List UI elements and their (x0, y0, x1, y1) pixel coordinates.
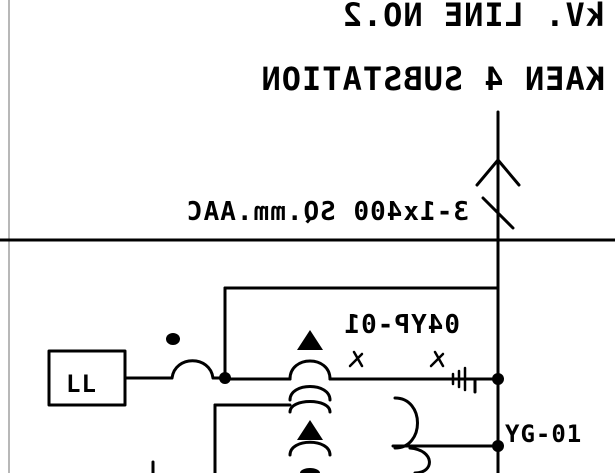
ct-upper-loop-3 (288, 400, 332, 414)
ct-upper-loop-2 (288, 385, 332, 402)
disconnector-arc (143, 359, 227, 380)
line-title: kV. LINE NO.2 (342, 0, 605, 34)
ct-lower-triangle (297, 420, 323, 440)
disconnector-knob (166, 333, 180, 345)
ct-upper-loop (288, 359, 332, 381)
relay-mark-1 (429, 350, 445, 368)
ct-lower-dot (300, 468, 320, 473)
ct-lower-loop (288, 440, 332, 457)
conductor-label: 3-1x400 SQ.mm.AAC (186, 197, 469, 227)
ll-box-label: LL (66, 370, 97, 398)
relay-tag-bottom: YG-01 (505, 420, 582, 448)
substation-title: KAEN 4 SUBSTATION (260, 60, 605, 98)
relay-tag-top: 04YP-01 (343, 310, 460, 340)
conductor-slash (481, 196, 515, 230)
ct-coil-right (393, 396, 419, 450)
ct-coil-right-inner (408, 446, 431, 473)
feeder-arrow-head (475, 158, 521, 187)
ct-upper-triangle (297, 330, 323, 350)
drawing-frame-line (8, 0, 10, 473)
relay-mark-2 (348, 350, 364, 368)
